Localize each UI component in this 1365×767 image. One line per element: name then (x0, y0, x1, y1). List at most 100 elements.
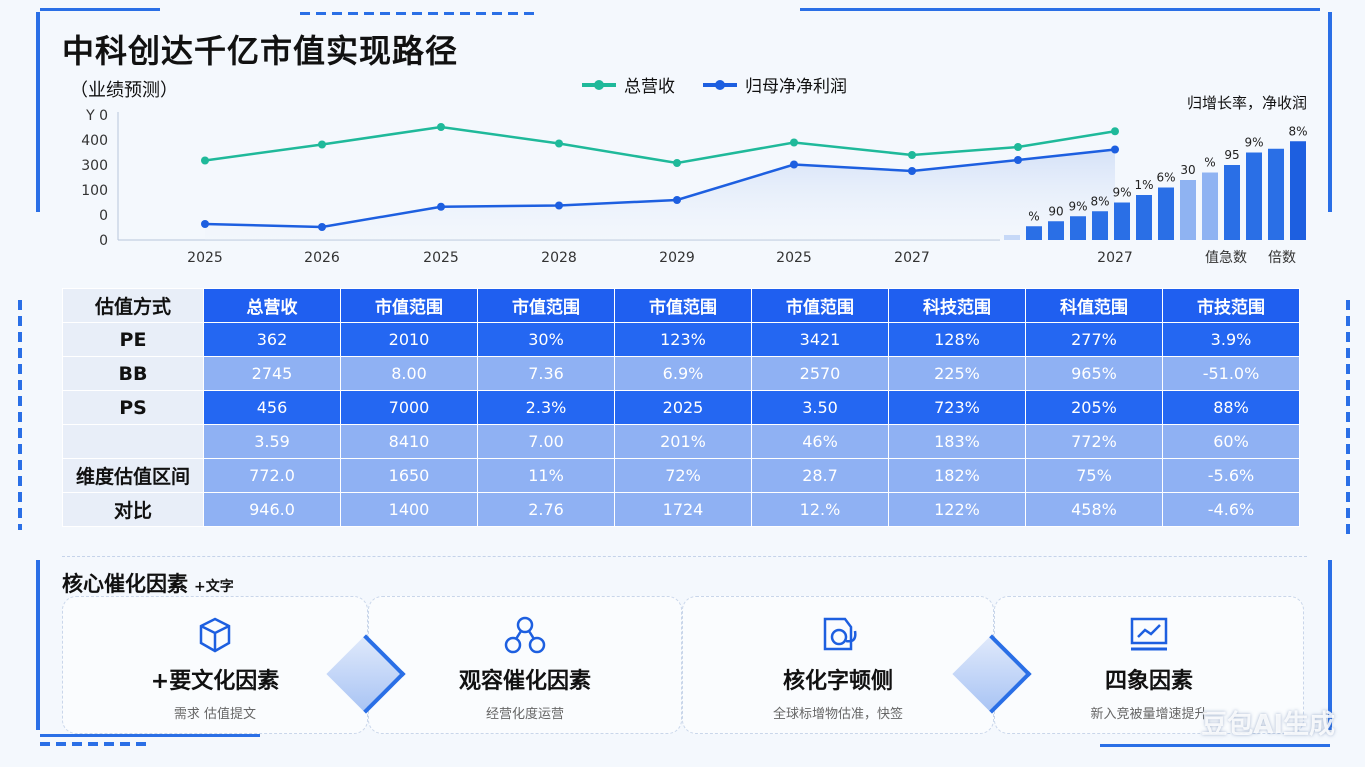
table-row-label: 对比 (62, 492, 204, 527)
series-point-1 (201, 220, 209, 228)
frame-left (36, 12, 40, 212)
frame-top-right (800, 8, 1320, 11)
table-header-cell: 市值范围 (614, 288, 752, 323)
table-header-cell: 总营收 (203, 288, 341, 323)
catalyst-title-2: 观容催化因素 (458, 669, 591, 694)
table-cell: 362 (203, 322, 341, 357)
legend-label-profit: 归母净净利润 (745, 77, 847, 97)
table-header-row: 估值方式 总营收 市值范围 市值范围 市值范围 市值范围 科技范围 科值范围 市技范围 (62, 288, 1300, 323)
table-cell: 30% (477, 322, 615, 357)
series-line-0 (204, 125, 1116, 165)
table-cell: 277% (1025, 322, 1163, 357)
growth-bar-label: % (1028, 209, 1039, 223)
legend-swatch-revenue (582, 79, 616, 90)
table-cell: 1724 (614, 492, 752, 527)
table-cell: 7000 (340, 390, 478, 425)
table-cell: 1650 (340, 458, 478, 493)
table-row-label: BB (62, 356, 204, 391)
growth-bar (1202, 172, 1218, 240)
growth-bar (1180, 180, 1196, 240)
series-point-1 (1014, 156, 1022, 164)
x-tick-label: 2025 (187, 250, 223, 266)
catalyst-card-3: 核化字顿侧 全球标增物估准，快签 (682, 596, 994, 734)
table-cell: 456 (203, 390, 341, 425)
table-header-cell: 科技范围 (888, 288, 1026, 323)
growth-bar (1290, 141, 1306, 240)
frame-top-dash (300, 12, 540, 15)
table-cell: 7.36 (477, 356, 615, 391)
table-cell: 60% (1162, 424, 1300, 459)
x-tick-label: 2027 (894, 250, 930, 266)
legend-item-revenue: 总营收 (582, 72, 675, 97)
table-cell: 8410 (340, 424, 478, 459)
table-cell: 75% (1025, 458, 1163, 493)
table-cell: 72% (614, 458, 752, 493)
growth-bar (1026, 226, 1042, 240)
table-header-cell: 市值范围 (751, 288, 889, 323)
legend-swatch-profit (703, 79, 737, 90)
series-point-1 (555, 201, 563, 210)
growth-bar-label: 90 (1048, 204, 1063, 218)
growth-bar-label: 95 (1224, 148, 1239, 162)
section-divider (62, 556, 1307, 557)
growth-bar (1268, 148, 1284, 240)
series-point-0 (555, 139, 563, 148)
y-tick-label: Y 0 (85, 108, 108, 124)
table-cell: 7.00 (477, 424, 615, 459)
y-tick-label: 0 (99, 233, 108, 249)
frame-top-left (40, 8, 160, 11)
series-point-1 (1111, 145, 1119, 154)
line-bar-chart: Y 0 400 300 100 0 0 2025 2026 2025 2028 2029 2025 20… (81, 108, 1307, 266)
table-row: BB 2745 8.00 7.36 6.9% 2570 225% 965% -51.0% (62, 356, 1300, 391)
table-cell: 205% (1025, 390, 1163, 425)
table-cell: 128% (888, 322, 1026, 357)
growth-bar (1224, 165, 1240, 240)
catalyst-card-1: +要文化因素 需求 估值提文 (62, 596, 368, 734)
series-point-1 (437, 202, 445, 211)
table-corner: 估值方式 (62, 288, 204, 323)
table-header-cell: 市技范围 (1162, 288, 1300, 323)
section-tag: +文字 (194, 579, 234, 595)
growth-bar-label: 9% (1068, 199, 1087, 213)
growth-bar (1158, 187, 1174, 240)
growth-bar-label: 1% (1134, 178, 1153, 192)
table-cell: 2025 (614, 390, 752, 425)
table-cell: 183% (888, 424, 1026, 459)
table-cell: 2745 (203, 356, 341, 391)
section-title-text: 核心催化因素 (62, 572, 188, 596)
table-cell: 28.7 (751, 458, 889, 493)
profit-area (205, 149, 1115, 240)
frame-bottom-dash (40, 742, 150, 746)
growth-bar-label: 8% (1288, 124, 1307, 138)
table-cell: 2.3% (477, 390, 615, 425)
table-header-cell: 科值范围 (1025, 288, 1163, 323)
table-row-label (62, 424, 204, 459)
table-cell: 122% (888, 492, 1026, 527)
series-point-0 (201, 156, 209, 165)
frame-right-bottom (1328, 560, 1332, 730)
series-point-0 (908, 151, 916, 159)
monitor-chart-icon (1127, 615, 1171, 659)
table-cell: -51.0% (1162, 356, 1300, 391)
x-tick-label: 2029 (659, 250, 695, 266)
molecule-icon (501, 615, 549, 659)
table-cell: 3.59 (203, 424, 341, 459)
table-row-label: 维度估值区间 (62, 458, 204, 493)
growth-bar-label: 30 (1180, 163, 1195, 177)
valuation-table: 估值方式 总营收 市值范围 市值范围 市值范围 市值范围 科技范围 科值范围 市技范围 PE 362… (62, 288, 1300, 527)
x-tick-label: 2027 (1097, 250, 1133, 266)
table-cell: 2010 (340, 322, 478, 357)
table-cell: 3.9% (1162, 322, 1300, 357)
series-point-0 (790, 138, 798, 147)
table-row: 对比 946.0 1400 2.76 1724 12.% 122% 458% -4.6% (62, 492, 1300, 527)
table-cell: 723% (888, 390, 1026, 425)
series-point-0 (1014, 143, 1022, 151)
table-cell: 3421 (751, 322, 889, 357)
chart-legend: 总营收 归母净净利润 (582, 72, 847, 97)
catalyst-desc-2: 经营化度运营 (485, 707, 564, 722)
table-cell: 965% (1025, 356, 1163, 391)
catalyst-title-3: 核化字顿侧 (782, 669, 893, 694)
catalyst-desc-1: 需求 估值提文 (173, 707, 257, 722)
frame-bottom-left (40, 734, 260, 737)
table-cell: 6.9% (614, 356, 752, 391)
